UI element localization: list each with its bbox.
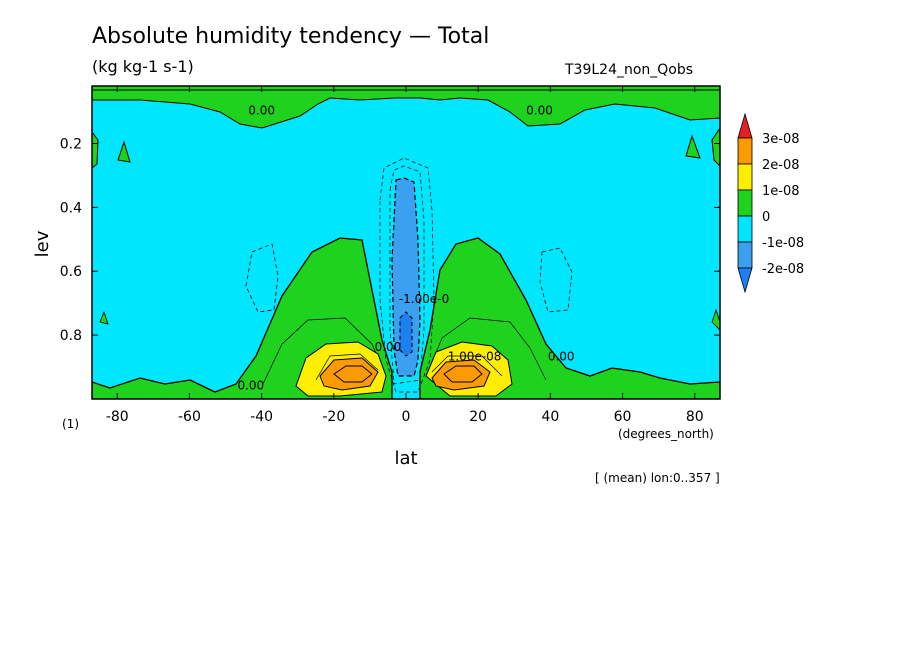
x-tick-label: 0 [402,409,411,425]
field-blob-ne [685,134,701,159]
colorbar: 3e-08 2e-08 1e-08 0 -1e-08 -2e-08 [737,112,804,294]
colorbar-label: 3e-08 [762,132,800,147]
x-tick-label: 60 [614,409,632,425]
field-top-positive [92,86,720,129]
y-tick-label: 0.2 [60,136,82,152]
run-label: T39L24_non_Qobs [565,62,694,78]
x-tick-label: -60 [178,409,201,425]
field-blob-nw [92,131,99,169]
x-tick-label: 20 [469,409,487,425]
colorbar-swatch [737,163,753,191]
x-axis-label: lat [394,448,417,469]
x-axis-units: (degrees_north) [618,427,714,441]
colorbar-label: -1e-08 [762,236,804,251]
plot-area [92,86,720,399]
field-blob-nw2 [117,140,131,163]
chart-units: (kg kg-1 s-1) [92,57,194,76]
field-equator-neg2 [399,311,413,357]
y-axis: 0.2 0.4 0.6 0.8 [60,136,720,344]
contour-label: 0.00 [248,104,275,118]
y-tick-label: 0.8 [60,328,82,344]
x-tick-label: -40 [250,409,273,425]
y-tick-label: 0.6 [60,264,82,280]
x-tick-label: 80 [686,409,704,425]
x-tick-label: 40 [541,409,559,425]
colorbar-swatch [737,241,753,269]
colorbar-label: 2e-08 [762,158,800,173]
contour-label: 0.00 [526,104,553,118]
contour-label: 0.00 [375,340,402,354]
x-tick-label: -80 [106,409,129,425]
contour-label: 0.00 [548,350,575,364]
panel-index: (1) [62,417,79,431]
field-left-orange [319,357,379,391]
y-axis-label: lev [32,230,53,257]
colorbar-extend-top [737,112,753,139]
colorbar-swatch [737,137,753,165]
colorbar-label: -2e-08 [762,262,804,277]
contour-label: -1.00e-0 [399,292,449,306]
chart-title: Absolute humidity tendency — Total [92,24,490,49]
x-tick-label: -20 [322,409,345,425]
colorbar-label: 1e-08 [762,184,800,199]
y-tick-label: 0.4 [60,200,82,216]
contour-labels: 0.00 0.00 -1.00e-0 0.00 1.00e-08 0.00 0.00 [237,104,574,393]
contour-label: 0.00 [237,378,264,392]
field-blob-ne2 [711,127,720,167]
colorbar-label: 0 [762,210,770,225]
contour-label: 1.00e-08 [448,350,502,364]
mean-note: [ (mean) lon:0..357 ] [595,471,720,485]
colorbar-swatch [737,189,753,217]
x-axis: -80 -60 -40 -20 0 20 40 60 80 [106,86,704,425]
colorbar-swatch [737,215,753,243]
field-equator-neg1 [391,177,421,377]
colorbar-extend-bottom [737,267,753,294]
